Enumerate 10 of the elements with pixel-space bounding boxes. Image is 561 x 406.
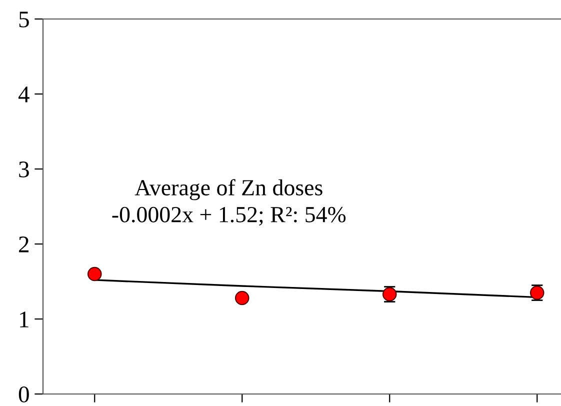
y-tick-label: 1 — [20, 312, 28, 328]
y-tick-label: 5 — [19, 12, 29, 28]
annotation: Average of Zn doses — [134, 179, 322, 200]
y-tick-label: 0 — [18, 386, 29, 402]
annotation: -0.0002x + 1.52; R²: 54% — [112, 206, 346, 226]
point — [87, 266, 102, 282]
y-tick-label: 4 — [18, 86, 30, 102]
y-tick-label: 2 — [19, 236, 29, 252]
point — [234, 290, 250, 306]
y-tick-label: 3 — [19, 162, 29, 178]
